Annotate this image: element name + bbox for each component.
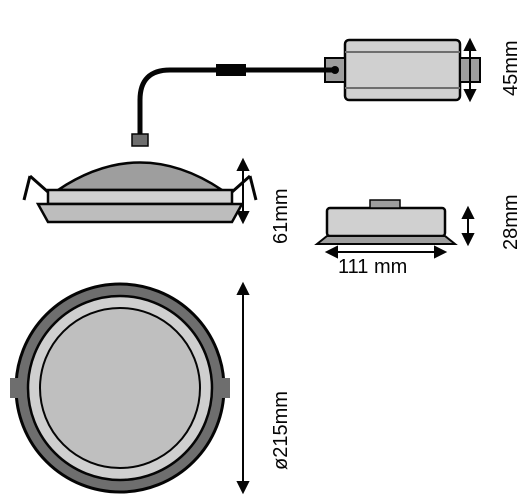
dim-arrows-diameter	[238, 284, 248, 492]
dim-arrows-fixture-h	[238, 160, 248, 222]
fixture-front	[10, 284, 230, 492]
cable	[140, 70, 332, 135]
dim-arrows-driver-side-h	[463, 208, 473, 244]
fixture-side	[24, 134, 256, 222]
cable-connector	[216, 64, 246, 76]
driver-side	[317, 200, 455, 244]
dimension-diagram: 45mm 61mm 28mm ø215mm 111 mm	[0, 0, 519, 503]
dim-arrows-driver-width	[327, 247, 445, 257]
driver-top	[325, 40, 480, 100]
drawing-svg	[0, 0, 519, 503]
